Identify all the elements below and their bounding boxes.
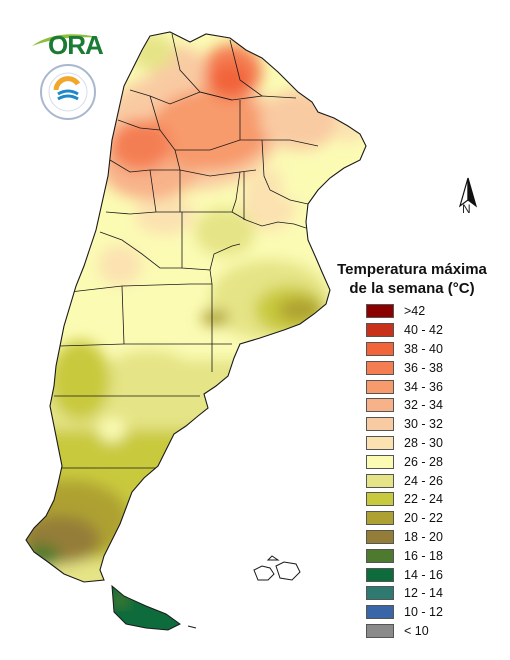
legend-item: 16 - 18 — [366, 546, 443, 565]
legend-item: 12 - 14 — [366, 584, 443, 603]
legend-swatch — [366, 473, 394, 488]
legend-swatch — [366, 304, 394, 319]
legend-item: 14 - 16 — [366, 565, 443, 584]
legend-title: Temperatura máxima de la semana (°C) — [326, 260, 498, 298]
legend-label: 18 - 20 — [404, 529, 443, 544]
legend-label: 14 - 16 — [404, 567, 443, 582]
ora-logo-swoosh — [32, 34, 100, 46]
legend-swatch — [366, 454, 394, 469]
legend-swatch — [366, 586, 394, 601]
legend-item: 30 - 32 — [366, 415, 443, 434]
legend-item: 34 - 36 — [366, 377, 443, 396]
legend-item: 26 - 28 — [366, 452, 443, 471]
legend-label: 28 - 30 — [404, 435, 443, 450]
legend-item: 38 - 40 — [366, 340, 443, 359]
legend-label: 12 - 14 — [404, 586, 443, 601]
legend-item: 40 - 42 — [366, 321, 443, 340]
legend-swatch — [366, 398, 394, 413]
legend-swatch — [366, 323, 394, 338]
legend-item: 20 - 22 — [366, 509, 443, 528]
legend-swatch — [366, 417, 394, 432]
legend-item: 24 - 26 — [366, 471, 443, 490]
legend-label: 38 - 40 — [404, 341, 443, 356]
legend-item: < 10 — [366, 622, 443, 641]
north-arrow-label: N — [462, 202, 471, 216]
legend-label: 40 - 42 — [404, 323, 443, 338]
legend-item: 32 - 34 — [366, 396, 443, 415]
legend-item: 10 - 12 — [366, 603, 443, 622]
smn-logo — [40, 64, 96, 120]
legend-label: 36 - 38 — [404, 360, 443, 375]
legend-item: 22 - 24 — [366, 490, 443, 509]
legend-item: 28 - 30 — [366, 434, 443, 453]
legend-swatch — [366, 605, 394, 620]
legend-swatch — [366, 511, 394, 526]
legend-label: 24 - 26 — [404, 473, 443, 488]
legend-label: 10 - 12 — [404, 605, 443, 620]
legend: >42 40 - 42 38 - 40 36 - 38 34 - 36 32 - 34 30… — [366, 302, 443, 640]
legend-swatch — [366, 529, 394, 544]
legend-label: 26 - 28 — [404, 454, 443, 469]
north-arrow-icon — [458, 177, 478, 208]
legend-label: 34 - 36 — [404, 379, 443, 394]
legend-label: 20 - 22 — [404, 511, 443, 526]
legend-label: < 10 — [404, 623, 429, 638]
legend-title-line2: de la semana (°C) — [349, 280, 475, 297]
ora-logo: ORA — [48, 30, 104, 60]
legend-swatch — [366, 379, 394, 394]
legend-swatch — [366, 492, 394, 507]
legend-label: >42 — [404, 304, 426, 319]
legend-swatch — [366, 360, 394, 375]
legend-swatch — [366, 341, 394, 356]
legend-label: 30 - 32 — [404, 417, 443, 432]
legend-swatch — [366, 567, 394, 582]
legend-item: >42 — [366, 302, 443, 321]
legend-label: 22 - 24 — [404, 492, 443, 507]
legend-item: 18 - 20 — [366, 528, 443, 547]
legend-label: 32 - 34 — [404, 398, 443, 413]
legend-item: 36 - 38 — [366, 358, 443, 377]
legend-title-line1: Temperatura máxima — [337, 261, 487, 278]
legend-swatch — [366, 435, 394, 450]
legend-swatch — [366, 548, 394, 563]
legend-swatch — [366, 623, 394, 638]
legend-label: 16 - 18 — [404, 548, 443, 563]
